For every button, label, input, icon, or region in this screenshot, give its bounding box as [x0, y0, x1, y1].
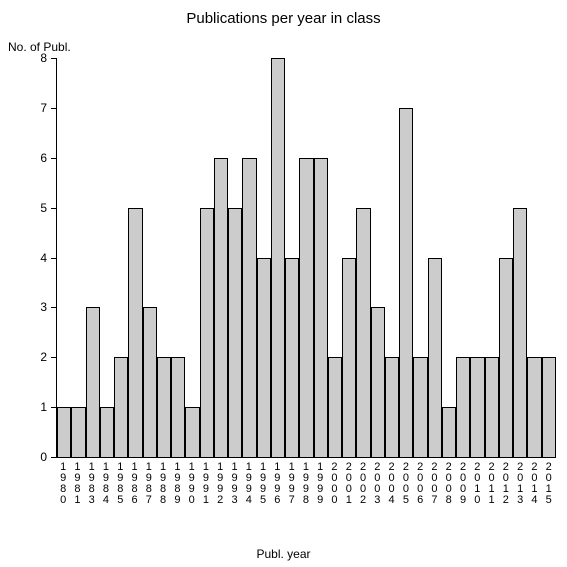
bar: [428, 258, 442, 458]
x-tick-label: 2006: [413, 462, 427, 506]
bar: [442, 407, 456, 457]
x-tick-label: 2013: [513, 462, 527, 506]
x-tick-label: 1986: [127, 462, 141, 506]
x-tick-label: 1990: [185, 462, 199, 506]
x-tick-label: 2004: [384, 462, 398, 506]
bar: [527, 357, 541, 457]
x-tick-label: 2005: [399, 462, 413, 506]
y-tick-label: 5: [40, 201, 47, 215]
x-tick-label: 1999: [313, 462, 327, 506]
y-tick-label: 6: [40, 151, 47, 165]
x-tick-label: 2007: [427, 462, 441, 506]
x-tick-label: 2003: [370, 462, 384, 506]
x-tick-label: 1995: [256, 462, 270, 506]
x-tick-label: 1991: [199, 462, 213, 506]
bar: [100, 407, 114, 457]
x-tick-label: 1989: [170, 462, 184, 506]
bar: [228, 208, 242, 457]
bar: [342, 258, 356, 458]
x-tick-label: 1983: [85, 462, 99, 506]
x-tick-label: 1994: [242, 462, 256, 506]
bar: [157, 357, 171, 457]
bar: [328, 357, 342, 457]
x-tick-label: 1988: [156, 462, 170, 506]
x-tick-label: 1996: [270, 462, 284, 506]
x-tick-label: 1980: [56, 462, 70, 506]
x-tick-label: 2001: [342, 462, 356, 506]
bar: [185, 407, 199, 457]
y-tick-label: 8: [40, 51, 47, 65]
x-tick-label: 2012: [499, 462, 513, 506]
x-tick-label: 1998: [299, 462, 313, 506]
y-tick-label: 0: [40, 450, 47, 464]
bar: [399, 108, 413, 457]
x-tick-label: 1981: [70, 462, 84, 506]
x-tick-label: 2011: [484, 462, 498, 506]
bar: [470, 357, 484, 457]
plot-area: 012345678: [56, 58, 556, 458]
x-axis-labels: 1980198119831984198519861987198819891990…: [56, 462, 556, 506]
bar: [143, 307, 157, 457]
bar: [314, 158, 328, 457]
bar: [86, 307, 100, 457]
x-tick-label: 2000: [327, 462, 341, 506]
bar: [542, 357, 556, 457]
y-tick-label: 1: [40, 400, 47, 414]
x-tick-label: 2008: [442, 462, 456, 506]
bar: [57, 407, 71, 457]
x-tick-label: 2002: [356, 462, 370, 506]
x-tick-label: 1997: [285, 462, 299, 506]
bar: [356, 208, 370, 457]
x-tick-label: 1985: [113, 462, 127, 506]
bar: [71, 407, 85, 457]
y-tick-label: 4: [40, 251, 47, 265]
x-tick-label: 1984: [99, 462, 113, 506]
bar: [513, 208, 527, 457]
chart-title: Publications per year in class: [0, 10, 567, 27]
bar: [371, 307, 385, 457]
y-tick-label: 7: [40, 101, 47, 115]
bar: [242, 158, 256, 457]
x-tick-label: 1987: [142, 462, 156, 506]
bar: [385, 357, 399, 457]
bar: [128, 208, 142, 457]
bar: [413, 357, 427, 457]
bar: [257, 258, 271, 458]
bar: [271, 58, 285, 457]
bar: [214, 158, 228, 457]
x-tick-label: 2015: [542, 462, 556, 506]
y-tick-label: 3: [40, 300, 47, 314]
bar: [456, 357, 470, 457]
x-tick-label: 2009: [456, 462, 470, 506]
bars-group: [57, 58, 556, 457]
x-tick-label: 2010: [470, 462, 484, 506]
x-tick-label: 1993: [227, 462, 241, 506]
x-tick-label: 2014: [527, 462, 541, 506]
bar: [285, 258, 299, 458]
bar: [171, 357, 185, 457]
bar: [499, 258, 513, 458]
y-tick-label: 2: [40, 350, 47, 364]
chart-container: Publications per year in class No. of Pu…: [0, 0, 567, 567]
x-tick-label: 1992: [213, 462, 227, 506]
bar: [200, 208, 214, 457]
bar: [114, 357, 128, 457]
x-axis-label: Publ. year: [0, 547, 567, 561]
bar: [485, 357, 499, 457]
bar: [299, 158, 313, 457]
